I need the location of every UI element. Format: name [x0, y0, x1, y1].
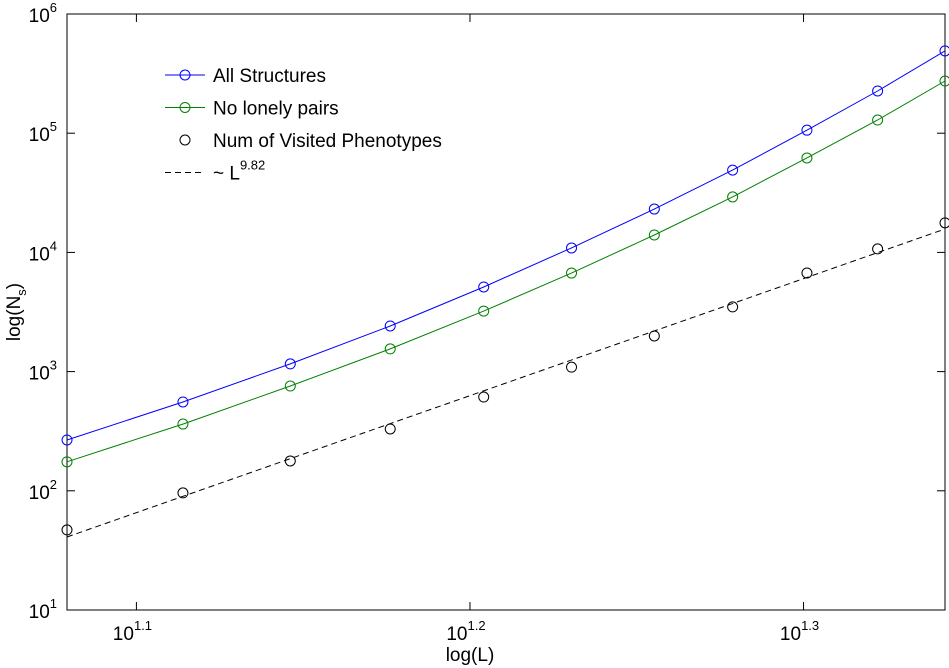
y-tick-label-base: 10: [29, 602, 50, 623]
y-tick-label-base: 10: [29, 483, 50, 504]
y-tick-label-base: 10: [29, 244, 50, 265]
y-tick-label-base: 10: [29, 364, 50, 385]
data-point: [872, 85, 884, 97]
legend-label: No lonely pairs: [213, 99, 339, 120]
series-line: [66, 80, 946, 463]
y-tick-label-base: 10: [29, 125, 50, 146]
y-tick-label-exponent: 4: [50, 238, 57, 253]
data-point: [177, 396, 189, 408]
data-point: [384, 343, 396, 355]
x-tick-label-exponent: 1.3: [801, 618, 819, 633]
legend-superscript: 9.82: [240, 158, 265, 173]
legend-marker: [179, 69, 191, 81]
data-point: [478, 391, 490, 403]
y-tick-label-exponent: 3: [50, 358, 57, 373]
data-point: [801, 124, 813, 136]
data-point: [939, 45, 949, 57]
data-point: [61, 434, 73, 446]
y-label-main: log(N: [4, 296, 25, 341]
data-point: [61, 456, 73, 468]
data-point: [727, 301, 739, 313]
data-point: [801, 267, 813, 279]
legend-text: ~ L: [213, 164, 240, 185]
data-point: [648, 203, 660, 215]
y-label-sub: s: [14, 289, 29, 296]
y-tick-label-exponent: 2: [50, 477, 57, 492]
x-tick-label: 101.3: [780, 618, 819, 645]
y-tick-label: 102: [29, 477, 57, 504]
legend-label: Num of Visited Phenotypes: [213, 131, 442, 152]
data-point: [384, 320, 396, 332]
data-point: [939, 217, 949, 229]
x-tick-label-base: 10: [780, 624, 801, 645]
y-tick-label: 106: [29, 0, 57, 27]
data-point: [566, 267, 578, 279]
data-point: [566, 242, 578, 254]
series-line: [66, 228, 946, 538]
legend-marker: [179, 102, 191, 113]
legend-label: ~ L9.82: [213, 158, 265, 185]
data-point: [478, 305, 490, 317]
y-tick-label: 103: [29, 358, 57, 385]
x-tick-label: 101.1: [113, 618, 152, 645]
y-tick-label: 104: [29, 238, 57, 265]
y-tick-label: 105: [29, 119, 57, 146]
data-point: [648, 229, 660, 241]
data-point: [727, 164, 739, 176]
plot-frame: [66, 13, 946, 611]
data-point: [872, 243, 884, 255]
y-tick-label-exponent: 6: [50, 0, 57, 15]
y-tick-label-exponent: 1: [50, 596, 57, 611]
y-tick-label-exponent: 5: [50, 119, 57, 134]
legend-text: No lonely pairs: [213, 99, 339, 120]
x-tick-label-exponent: 1.1: [134, 618, 152, 633]
data-point: [61, 524, 73, 536]
x-tick-label-exponent: 1.2: [468, 618, 486, 633]
data-point: [939, 75, 949, 87]
x-tick-label-base: 10: [113, 624, 134, 645]
data-point: [801, 152, 813, 164]
x-tick-label: 101.2: [446, 618, 485, 645]
legend-text: All Structures: [213, 66, 326, 87]
legend-marker: [179, 134, 191, 146]
data-point: [872, 114, 884, 126]
y-tick-label-base: 10: [29, 6, 50, 27]
series-line: [66, 50, 946, 441]
x-tick-label-base: 10: [446, 624, 467, 645]
data-point: [177, 487, 189, 499]
data-point: [284, 358, 296, 370]
data-point: [566, 361, 578, 373]
y-axis-label: log(Ns): [4, 283, 29, 341]
y-label-close: ): [4, 283, 25, 289]
data-point: [284, 380, 296, 392]
x-axis-label: log(L): [446, 645, 495, 666]
legend-label: All Structures: [213, 66, 326, 87]
data-point: [177, 418, 189, 430]
legend-text: Num of Visited Phenotypes: [213, 131, 442, 152]
data-point: [727, 191, 739, 203]
y-tick-label: 101: [29, 596, 57, 623]
data-point: [478, 281, 490, 293]
